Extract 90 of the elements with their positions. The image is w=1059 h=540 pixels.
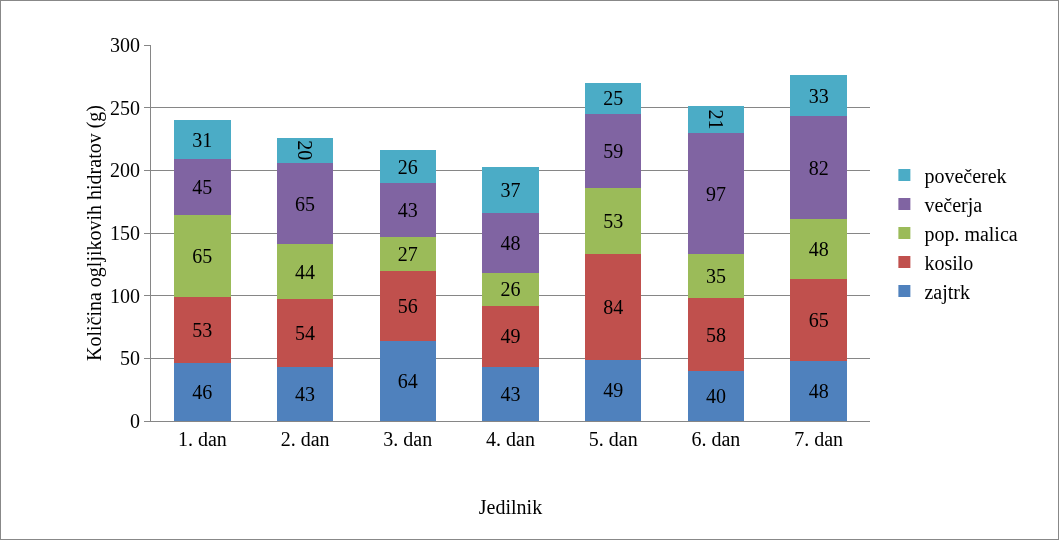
bar	[482, 305, 539, 368]
data-label: 48	[808, 238, 829, 261]
legend-label: kosilo	[924, 251, 974, 274]
data-label: 25	[603, 87, 624, 110]
data-label: 46	[192, 381, 213, 404]
y-tick-label: 250	[110, 96, 140, 119]
data-label: 37	[500, 178, 521, 201]
data-label: 64	[397, 369, 418, 392]
data-label: 48	[500, 232, 521, 255]
bar	[482, 166, 539, 213]
bar	[379, 182, 437, 237]
data-label: 27	[397, 242, 418, 265]
bar	[790, 75, 847, 117]
bar	[687, 254, 745, 299]
data-label: 56	[397, 294, 418, 317]
bar	[790, 116, 847, 220]
bar	[482, 212, 539, 274]
bar	[379, 270, 437, 341]
bar	[584, 113, 642, 188]
data-label: 26	[397, 155, 418, 178]
bar	[482, 273, 539, 306]
bar	[584, 254, 642, 360]
data-label: 54	[295, 322, 316, 345]
data-label: 40	[705, 384, 726, 407]
data-label: 21	[704, 109, 727, 130]
y-axis-title: Količina ogljikovih hidratov (g)	[83, 104, 106, 362]
x-axis-title: Jedilnik	[478, 495, 543, 518]
x-tick-label: 1. dan	[177, 428, 227, 450]
data-label: 84	[603, 295, 624, 318]
data-label: 49	[500, 325, 521, 348]
data-label: 53	[603, 210, 624, 233]
bar	[790, 360, 847, 421]
data-label: 59	[603, 139, 624, 162]
bar	[687, 370, 745, 421]
bar	[276, 299, 334, 368]
data-label: 35	[705, 265, 726, 288]
x-tick-label: 7. dan	[794, 428, 844, 450]
bar	[276, 162, 334, 245]
bar	[276, 367, 334, 421]
bar	[276, 244, 334, 300]
x-tick-label: 6. dan	[691, 428, 741, 450]
y-tick-label: 100	[110, 284, 140, 307]
data-label: 33	[808, 84, 829, 107]
y-tick-label: 150	[110, 222, 140, 244]
data-label: 20	[294, 140, 317, 161]
bar	[584, 82, 642, 114]
x-tick-label: 3. dan	[383, 428, 433, 450]
data-label: 43	[295, 383, 316, 406]
bar	[584, 187, 642, 255]
data-label: 82	[808, 156, 829, 179]
data-label: 43	[397, 198, 418, 221]
bar	[687, 298, 745, 371]
bar	[379, 150, 437, 183]
bar	[174, 296, 231, 364]
x-tick-label: 4. dan	[486, 428, 535, 450]
bar	[790, 279, 847, 361]
legend-label: povečerek	[924, 164, 1007, 188]
bar	[174, 120, 231, 160]
data-label: 53	[192, 319, 213, 342]
data-label: 97	[705, 182, 726, 205]
bar	[174, 215, 231, 297]
y-tick-label: 300	[110, 34, 140, 56]
data-label: 45	[192, 176, 213, 199]
bar	[174, 159, 231, 216]
data-label: 43	[500, 383, 521, 406]
data-label: 65	[295, 192, 316, 215]
data-label: 44	[295, 260, 316, 283]
data-label: 65	[192, 245, 213, 268]
y-tick-label: 200	[110, 159, 140, 182]
legend-label: večerja	[924, 193, 983, 217]
legend-label: pop. malica	[924, 222, 1018, 246]
bar	[790, 219, 847, 280]
data-label: 65	[808, 309, 829, 332]
bar	[584, 359, 642, 421]
data-label: 31	[192, 128, 213, 151]
bar	[379, 340, 437, 421]
bar	[687, 106, 745, 133]
bar	[379, 236, 437, 271]
legend-label: zajtrk	[924, 280, 970, 304]
x-tick-label: 2. dan	[280, 428, 330, 450]
data-label: 48	[808, 379, 829, 402]
data-label: 26	[500, 278, 521, 301]
y-tick-label: 0	[130, 410, 140, 432]
x-tick-label: 5. dan	[588, 428, 638, 450]
data-label: 49	[603, 379, 624, 402]
bar	[174, 363, 231, 421]
bar	[482, 367, 539, 421]
y-tick-label: 50	[120, 347, 140, 370]
data-label: 58	[705, 323, 726, 346]
bar	[687, 132, 745, 255]
